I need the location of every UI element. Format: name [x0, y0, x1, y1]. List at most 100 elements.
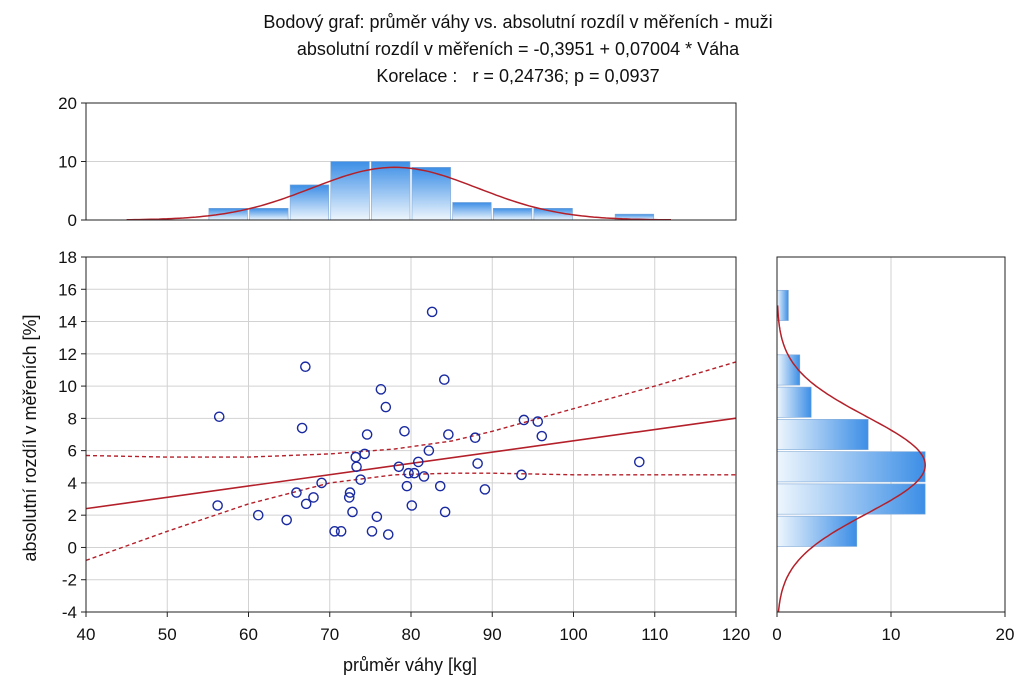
data-point	[316, 477, 327, 489]
y-tick-label: 4	[68, 474, 77, 493]
y-tick-label: 12	[58, 345, 77, 364]
y-tick-label: 14	[58, 313, 77, 332]
data-point	[393, 461, 405, 473]
right-hist-tick-label: 0	[772, 625, 781, 644]
regression-line	[85, 417, 737, 510]
data-point	[347, 506, 358, 518]
right-hist-normal-curve	[776, 305, 926, 613]
x-tick-label: 100	[559, 625, 587, 644]
data-point	[359, 448, 370, 460]
data-point	[479, 484, 491, 495]
data-point	[403, 467, 414, 479]
data-point	[343, 492, 355, 503]
data-point	[469, 432, 481, 444]
data-point	[408, 467, 420, 479]
chart-title-line-2: absolutní rozdíl v měřeních = -0,3951 + …	[297, 39, 740, 59]
data-point	[380, 401, 392, 413]
data-point	[516, 469, 527, 481]
right-histogram: 0 10 20	[772, 256, 1015, 644]
y-tick-label: 10	[58, 377, 77, 396]
data-point	[434, 480, 446, 492]
data-point	[413, 456, 424, 468]
right-hist-bar	[776, 354, 801, 386]
top-hist-bar	[411, 167, 451, 221]
top-hist-tick-label: 10	[58, 153, 77, 172]
y-tick-label: -2	[62, 571, 77, 590]
data-point	[439, 374, 450, 385]
data-point	[291, 487, 302, 498]
data-point	[350, 451, 362, 463]
y-tick-label: 16	[58, 280, 77, 299]
data-point	[401, 480, 413, 492]
data-point	[375, 384, 387, 395]
data-point	[355, 474, 366, 485]
y-tick-label: -4	[62, 603, 77, 622]
data-point	[532, 416, 544, 427]
right-hist-bar	[776, 515, 858, 547]
top-hist-bar	[249, 208, 289, 221]
data-point	[536, 430, 548, 442]
data-point	[406, 500, 418, 511]
top-hist-tick-label: 20	[58, 94, 77, 113]
y-tick-label: 0	[68, 538, 77, 557]
x-tick-label: 40	[77, 625, 96, 644]
data-point	[361, 429, 373, 440]
chart-title-line-3: Korelace : r = 0,24736; p = 0,0937	[376, 66, 659, 86]
right-hist-bar	[776, 419, 869, 450]
x-tick-label: 90	[483, 625, 502, 644]
right-hist-bar	[776, 451, 926, 483]
x-tick-label: 60	[239, 625, 258, 644]
top-hist-normal-curve	[126, 166, 671, 221]
data-point	[252, 509, 264, 521]
right-hist-bar	[776, 386, 812, 418]
y-axis-title: absolutní rozdíl v měřeních [%]	[20, 314, 40, 561]
x-tick-label: 110	[641, 625, 668, 644]
data-point	[300, 361, 311, 373]
data-point	[382, 529, 394, 540]
x-tick-label: 120	[722, 625, 750, 644]
right-hist-frame	[776, 256, 1006, 613]
x-tick-label: 70	[320, 625, 339, 644]
y-tick-label: 6	[68, 442, 77, 461]
data-point	[329, 526, 340, 537]
top-hist-bar	[371, 161, 411, 221]
data-point	[366, 526, 378, 537]
y-tick-label: 2	[68, 506, 77, 525]
data-point	[472, 458, 483, 469]
right-hist-tick-label: 10	[882, 625, 901, 644]
top-hist-frame	[85, 102, 737, 221]
data-point	[308, 492, 319, 503]
data-point	[423, 445, 435, 456]
data-point	[281, 514, 292, 526]
plot-frame	[85, 256, 737, 613]
x-tick-label: 50	[158, 625, 177, 644]
data-point	[418, 471, 430, 482]
data-point	[439, 506, 451, 518]
data-point	[335, 526, 347, 537]
x-axis-title: průměr váhy [kg]	[343, 655, 477, 675]
scatter-plot: 40 50 60 70 80 90 100 110 120 -4 -2 0 2 4 6 8 10 12 14 16 18	[58, 248, 750, 644]
data-point	[212, 500, 223, 511]
top-hist-bar	[492, 208, 533, 221]
y-tick-label: 8	[68, 409, 77, 428]
data-point	[300, 498, 312, 510]
chart-title-line-1: Bodový graf: průměr váhy vs. absolutní r…	[263, 12, 772, 32]
data-point	[634, 456, 645, 468]
confidence-band-lower	[85, 472, 736, 562]
data-point	[296, 422, 308, 434]
top-hist-bar	[289, 184, 330, 221]
data-point	[518, 414, 530, 426]
y-tick-label: 18	[58, 248, 77, 267]
right-hist-bar	[776, 483, 926, 515]
x-tick-label: 80	[402, 625, 421, 644]
top-hist-bar	[452, 202, 492, 221]
data-point	[399, 425, 410, 437]
data-point	[344, 487, 356, 498]
data-point	[371, 511, 383, 523]
data-point	[443, 429, 454, 440]
data-point	[213, 411, 225, 423]
data-point	[426, 306, 438, 318]
top-histogram: 0 10 20	[58, 94, 737, 230]
right-hist-tick-label: 20	[996, 625, 1015, 644]
